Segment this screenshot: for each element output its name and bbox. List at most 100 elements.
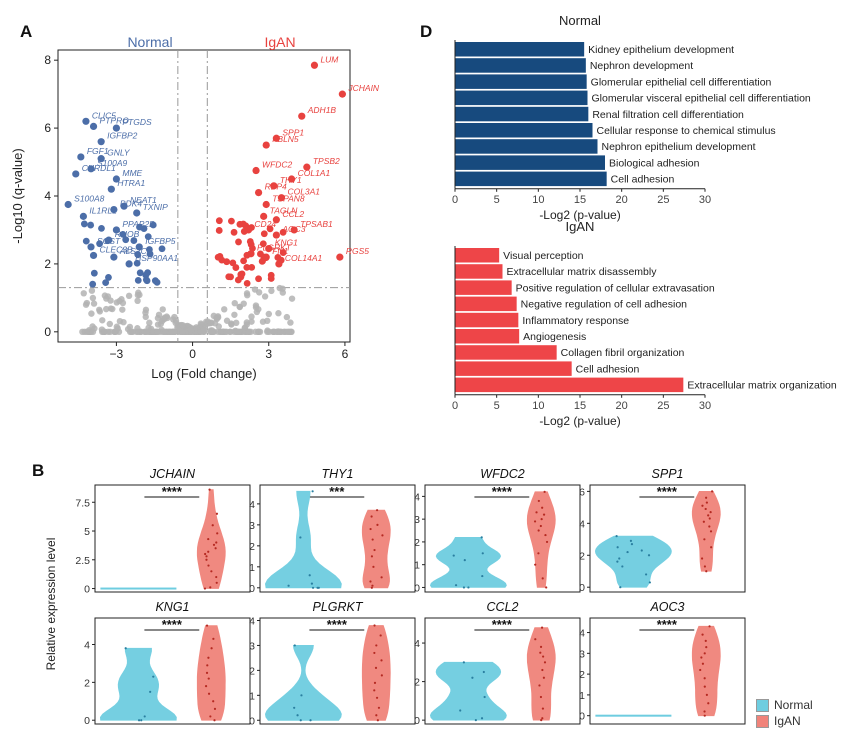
violin-igan-point bbox=[204, 552, 207, 556]
go-normal-bar bbox=[455, 123, 593, 138]
volcano-point-normal bbox=[134, 276, 142, 284]
go-igan-bar-label: Negative regulation of cell adhesion bbox=[521, 299, 688, 311]
go-igan-bar bbox=[455, 377, 684, 393]
volcano-gene-point bbox=[270, 182, 278, 190]
volcano-point-normal bbox=[144, 233, 152, 241]
violin-normal-point bbox=[308, 574, 311, 577]
volcano-point-igan bbox=[243, 279, 251, 287]
violin-igan-point bbox=[215, 512, 219, 515]
violin-igan-point bbox=[699, 668, 702, 672]
violin-igan-violin bbox=[196, 489, 226, 589]
volcano-y-tick-label: 2 bbox=[44, 257, 51, 271]
volcano-gene-point bbox=[272, 216, 280, 224]
go-normal-x-tick-label: 30 bbox=[699, 194, 711, 206]
violin-y-tick-label: 1 bbox=[414, 560, 420, 572]
violin-igan-point bbox=[542, 676, 546, 679]
volcano-point-nonsig bbox=[252, 328, 259, 336]
volcano-point-nonsig bbox=[143, 328, 150, 336]
volcano-point-nonsig bbox=[106, 320, 113, 328]
go-normal-title: Normal bbox=[559, 13, 601, 28]
violin-panel-frame bbox=[424, 484, 581, 593]
volcano-point-nonsig bbox=[266, 328, 273, 336]
go-normal-bar-label: Glomerular epithelial cell differentiati… bbox=[591, 76, 772, 88]
violin-igan-point bbox=[216, 532, 219, 535]
volcano-gene-label: WFDC2 bbox=[262, 160, 292, 170]
violin-normal-point bbox=[616, 560, 619, 563]
volcano-point-nonsig bbox=[197, 320, 205, 327]
go-normal-x-tick-label: 25 bbox=[657, 194, 669, 206]
volcano-point-nonsig bbox=[111, 328, 118, 336]
volcano-point-nonsig bbox=[99, 317, 106, 324]
volcano-gene-point bbox=[120, 202, 128, 210]
volcano-point-nonsig bbox=[207, 319, 214, 327]
volcano-point-normal bbox=[89, 280, 97, 288]
volcano-gene-label: THY1 bbox=[280, 175, 302, 185]
violin-y-tick-label: 2 bbox=[84, 677, 90, 689]
go-normal-x-tick-label: 15 bbox=[574, 194, 586, 206]
violin-igan-point bbox=[375, 714, 378, 717]
volcano-gene-point bbox=[290, 226, 298, 234]
violin-normal-point bbox=[459, 709, 462, 712]
volcano-point-igan bbox=[274, 254, 282, 261]
volcano-point-normal bbox=[149, 221, 157, 229]
volcano-point-normal bbox=[122, 236, 130, 244]
violin-panel-frame bbox=[589, 484, 746, 593]
volcano-point-nonsig bbox=[80, 290, 87, 297]
volcano-gene-point bbox=[275, 260, 283, 268]
violin-igan-point bbox=[704, 507, 707, 511]
violin-igan-point bbox=[370, 586, 373, 589]
violin-igan-point bbox=[207, 656, 210, 659]
volcano-point-normal bbox=[142, 276, 150, 284]
violin-igan-point bbox=[205, 555, 208, 558]
volcano-point-nonsig bbox=[248, 318, 255, 325]
volcano-gene-point bbox=[105, 236, 113, 244]
violin-igan-point bbox=[708, 517, 711, 520]
violin-igan-point bbox=[212, 543, 216, 546]
violin-igan-point bbox=[708, 525, 711, 528]
violin-normal-point bbox=[471, 676, 474, 679]
volcano-point-nonsig bbox=[179, 328, 186, 336]
volcano-point-nonsig bbox=[154, 314, 162, 322]
violin-igan-point bbox=[710, 546, 713, 549]
violin-igan-point bbox=[376, 719, 379, 722]
violin-y-tick-label: 4 bbox=[249, 615, 255, 627]
volcano-x-tick-label: 3 bbox=[265, 347, 272, 361]
go-normal-bar-label: Nephron epithelium development bbox=[602, 141, 756, 153]
violin-igan-point bbox=[213, 707, 217, 710]
violin-igan-point bbox=[376, 523, 379, 526]
volcano-point-nonsig bbox=[88, 310, 95, 317]
go-igan-bar bbox=[455, 312, 519, 328]
volcano-point-normal bbox=[105, 274, 112, 281]
go-normal-x-tick-label: 20 bbox=[616, 194, 628, 206]
violin-igan-point bbox=[377, 706, 381, 709]
volcano-point-igan bbox=[229, 259, 237, 267]
volcano-y-tick-label: 6 bbox=[44, 121, 51, 135]
volcano-point-nonsig bbox=[172, 319, 179, 327]
volcano-point-normal bbox=[130, 237, 138, 244]
violin-significance-label: **** bbox=[492, 484, 513, 499]
go-igan-x-tick-label: 30 bbox=[699, 400, 711, 412]
violin-igan-point bbox=[534, 638, 537, 641]
violin-normal-violin bbox=[429, 661, 507, 721]
violin-igan-point bbox=[210, 647, 213, 650]
violin-igan-point bbox=[700, 656, 703, 659]
violin-y-tick-label: 4 bbox=[249, 499, 255, 511]
go-normal-bar-label: Kidney epithelium development bbox=[588, 44, 734, 56]
volcano-point-nonsig bbox=[255, 306, 262, 313]
go-igan-bar bbox=[455, 280, 512, 295]
violin-normal-point bbox=[462, 586, 466, 589]
volcano-point-igan bbox=[243, 263, 251, 271]
violin-igan-point bbox=[704, 639, 707, 642]
volcano-point-igan bbox=[257, 250, 264, 258]
volcano-gene-label: RBP4 bbox=[265, 182, 287, 192]
volcano-point-nonsig bbox=[283, 313, 291, 321]
volcano-point-nonsig bbox=[231, 311, 238, 318]
volcano-point-nonsig bbox=[134, 297, 141, 305]
violin-igan-point bbox=[375, 696, 379, 699]
violin-igan-point bbox=[545, 540, 549, 544]
violin-y-tick-label: 3 bbox=[414, 514, 420, 526]
violin-igan-point bbox=[700, 557, 704, 560]
violin-normal-point bbox=[619, 586, 622, 589]
violin-normal-point bbox=[152, 675, 155, 678]
violin-normal-point bbox=[644, 573, 648, 576]
